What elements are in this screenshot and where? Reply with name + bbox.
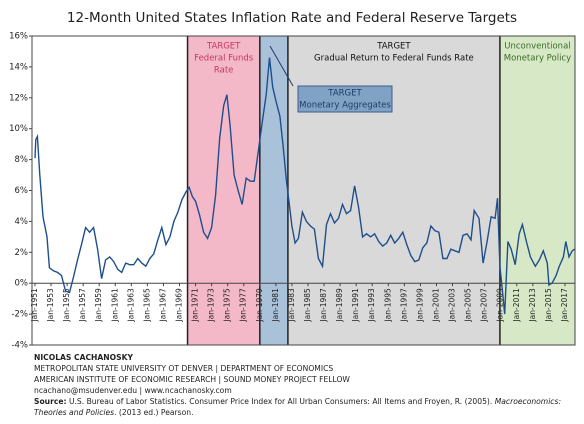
x-tick-label: Jan-1971 [191,288,200,323]
source: Source: U.S. Bureau of Labor Statistics.… [34,396,574,418]
region [499,36,575,345]
x-tick-label: Jan-2011 [512,288,521,323]
x-tick-label: Jan-1977 [239,288,248,323]
x-tick-label: Jan-1961 [110,288,119,323]
plot-frame [31,35,576,346]
y-tick-label: 12% [9,93,28,103]
source-text: U.S. Bureau of Labor Statistics. Consume… [68,397,493,406]
footer: NICOLAS CACHANOSKY METROPOLITAN STATE UN… [34,352,574,418]
region-label: Rate [214,66,234,76]
x-tick-label: Jan-1987 [319,288,328,323]
y-tick-label: 4% [15,217,29,227]
x-tick-label: Jan-2009 [496,288,505,323]
region-label: Monetary Policy [504,54,571,64]
x-tick-label: Jan-1989 [335,288,344,323]
contact: ncachano@msudenver.edu | www.ncachanosky… [34,386,232,395]
x-tick-label: Jan-2005 [464,288,473,323]
affiliation: AMERICAN INSTITUTE OF ECONOMIC RESEARCH … [34,375,350,384]
x-tick-label: Jan-1959 [94,288,103,323]
x-tick-label: Jan-1973 [207,288,216,323]
y-tick-label: 16% [9,32,28,42]
inflation-line [34,57,575,315]
x-tick-label: Jan-1985 [303,288,312,323]
x-tick-label: Jan-2001 [431,288,440,323]
x-tick-label: Jan-2015 [544,288,553,323]
y-tick-label: 0% [15,279,29,289]
x-tick-label: Jan-1997 [399,288,408,323]
region [259,36,288,345]
x-tick-label: Jan-1995 [383,288,392,323]
region [187,36,260,345]
x-tick-label: Jan-1955 [62,288,71,323]
x-tick-label: Jan-1983 [287,288,296,323]
region-label: Federal Funds [194,54,254,64]
annotation-box [297,85,393,113]
y-tick-label: 10% [9,124,28,134]
y-tick-label: 14% [9,62,28,72]
annotation-arrow [269,45,294,87]
region-label: Unconventional [504,42,570,52]
annotation-text: TARGET [327,89,362,99]
annotation-text: Monetary Aggregates [299,101,391,111]
y-tick-label: 6% [15,186,29,196]
y-tick-label: -4% [11,341,28,351]
region-label: TARGET [376,42,411,52]
affiliation: METROPOLITAN STATE UNIVERSITY OT DENVER … [34,364,334,373]
y-tick-label: 2% [15,248,29,258]
x-tick-label: Jan-2017 [560,288,569,323]
x-tick-label: Jan-1953 [46,288,55,323]
x-tick-label: Jan-1979 [255,288,264,323]
x-tick-label: Jan-1969 [175,288,184,323]
x-tick-label: Jan-1999 [415,288,424,323]
x-tick-label: Jan-1975 [223,288,232,323]
author: NICOLAS CACHANOSKY [34,353,133,362]
x-tick-label: Jan-1981 [271,288,280,323]
y-tick-label: -2% [11,310,28,320]
x-tick-label: Jan-1967 [158,288,167,323]
x-tick-label: Jan-2007 [480,288,489,323]
x-tick-label: Jan-2003 [448,288,457,323]
x-tick-label: Jan-1965 [142,288,151,323]
x-tick-label: Jan-1951 [30,288,39,323]
source-end: . (2013 ed.) Pearson. [114,408,194,417]
x-tick-label: Jan-1991 [351,288,360,323]
region-label: Gradual Return to Federal Funds Rate [314,54,474,64]
y-tick-label: 8% [15,155,29,165]
chart: 12-Month United States Inflation Rate an… [9,10,576,351]
chart-title: 12-Month United States Inflation Rate an… [67,10,517,26]
x-tick-label: Jan-2013 [528,288,537,323]
source-book: Macroeconomics: Theories and Policies [34,397,562,417]
x-tick-label: Jan-1993 [367,288,376,323]
region-label: TARGET [206,42,241,52]
x-tick-label: Jan-1963 [126,288,135,323]
x-tick-label: Jan-1957 [78,288,87,323]
source-label: Source: [34,397,67,406]
